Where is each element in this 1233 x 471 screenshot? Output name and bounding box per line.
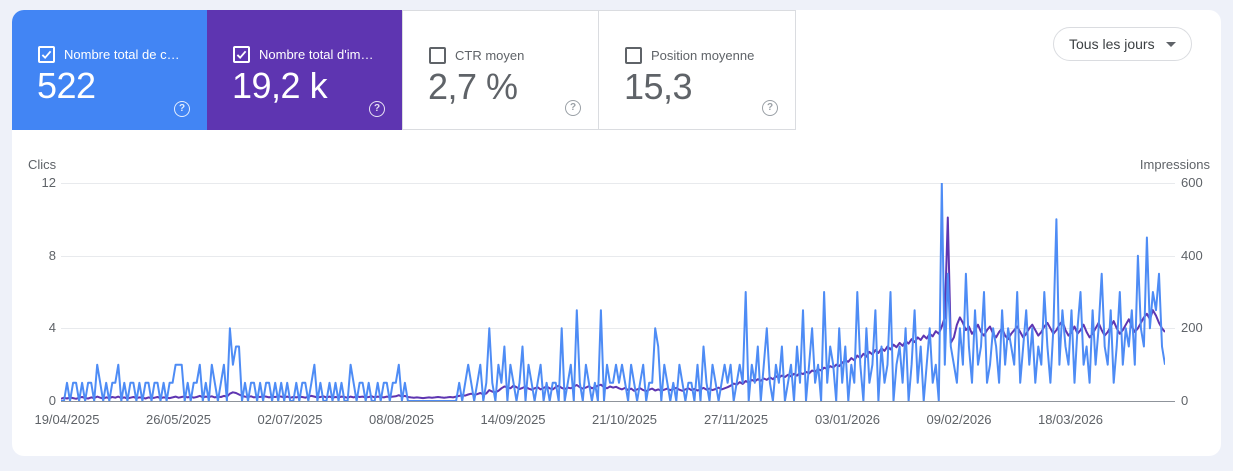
right-axis-tick-label: 400 <box>1181 247 1203 263</box>
help-icon[interactable]: ? <box>174 101 190 117</box>
x-axis-tick-label: 14/09/2025 <box>480 412 546 427</box>
metric-card-total-clicks[interactable]: Nombre total de c… 522 ? <box>12 10 207 130</box>
metric-value-total-impressions: 19,2 k <box>232 65 328 106</box>
metric-value-average-ctr: 2,7 % <box>428 66 518 107</box>
x-axis-tick-label: 19/04/2025 <box>34 412 100 427</box>
checkmark-icon <box>236 50 247 60</box>
metric-value-average-position: 15,3 <box>624 66 693 107</box>
x-axis-tick-label: 08/08/2025 <box>368 412 435 427</box>
clics-line-series <box>61 183 1165 401</box>
x-axis-line <box>61 401 1175 402</box>
metric-card-header: Nombre total de c… <box>38 46 180 63</box>
x-axis-tick-label: 02/07/2025 <box>257 412 323 427</box>
gridline <box>61 328 1175 329</box>
metric-card-header: Position moyenne <box>625 47 754 64</box>
checkmark-icon <box>41 50 52 60</box>
chevron-down-icon <box>1165 41 1176 47</box>
right-axis-title: Impressions <box>1139 157 1210 172</box>
left-axis-tick-label: 0 <box>48 393 56 408</box>
help-icon[interactable]: ? <box>762 100 778 116</box>
right-axis-tick-label: 0 <box>1181 393 1189 408</box>
help-icon[interactable]: ? <box>369 101 385 117</box>
right-axis-tick-label: 600 <box>1181 175 1203 190</box>
left-axis-tick-label: 4 <box>48 320 56 336</box>
x-axis-tick-label: 18/03/2026 <box>1037 412 1104 427</box>
performance-line-chart[interactable] <box>61 183 1165 401</box>
gridline <box>61 183 1175 184</box>
left-axis-tick-label: 12 <box>41 175 56 190</box>
metric-card-label: Nombre total d'im… <box>259 47 374 62</box>
help-icon[interactable]: ? <box>565 100 581 116</box>
checkbox-average-position[interactable] <box>625 47 642 64</box>
x-axis-tick-label: 21/10/2025 <box>591 412 658 427</box>
metric-card-header: CTR moyen <box>429 47 524 64</box>
gridline <box>61 256 1175 257</box>
metric-card-total-impressions[interactable]: Nombre total d'im… 19,2 k ? <box>207 10 402 130</box>
date-range-filter-button[interactable]: Tous les jours <box>1053 27 1192 61</box>
left-axis-tick-label: 8 <box>48 247 56 263</box>
checkbox-total-impressions[interactable] <box>233 46 250 63</box>
date-range-filter-label: Tous les jours <box>1069 36 1155 52</box>
left-axis-title: Clics <box>28 157 57 172</box>
metric-value-total-clicks: 522 <box>37 65 96 106</box>
checkbox-total-clicks[interactable] <box>38 46 55 63</box>
metric-card-header: Nombre total d'im… <box>233 46 373 63</box>
metric-card-label: Position moyenne <box>651 48 755 63</box>
checkbox-average-ctr[interactable] <box>429 47 446 64</box>
x-axis-tick-label: 03/01/2026 <box>814 412 881 427</box>
x-axis-tick-label: 26/05/2025 <box>145 412 212 427</box>
metric-card-average-ctr[interactable]: CTR moyen 2,7 % ? <box>402 10 599 130</box>
right-axis-tick-label: 200 <box>1181 320 1203 336</box>
metric-card-average-position[interactable]: Position moyenne 15,3 ? <box>598 10 796 130</box>
metric-card-label: Nombre total de c… <box>64 47 180 62</box>
x-axis-tick-label: 27/11/2025 <box>703 412 769 427</box>
metric-card-label: CTR moyen <box>455 48 525 63</box>
x-axis-tick-label: 09/02/2026 <box>926 412 992 427</box>
